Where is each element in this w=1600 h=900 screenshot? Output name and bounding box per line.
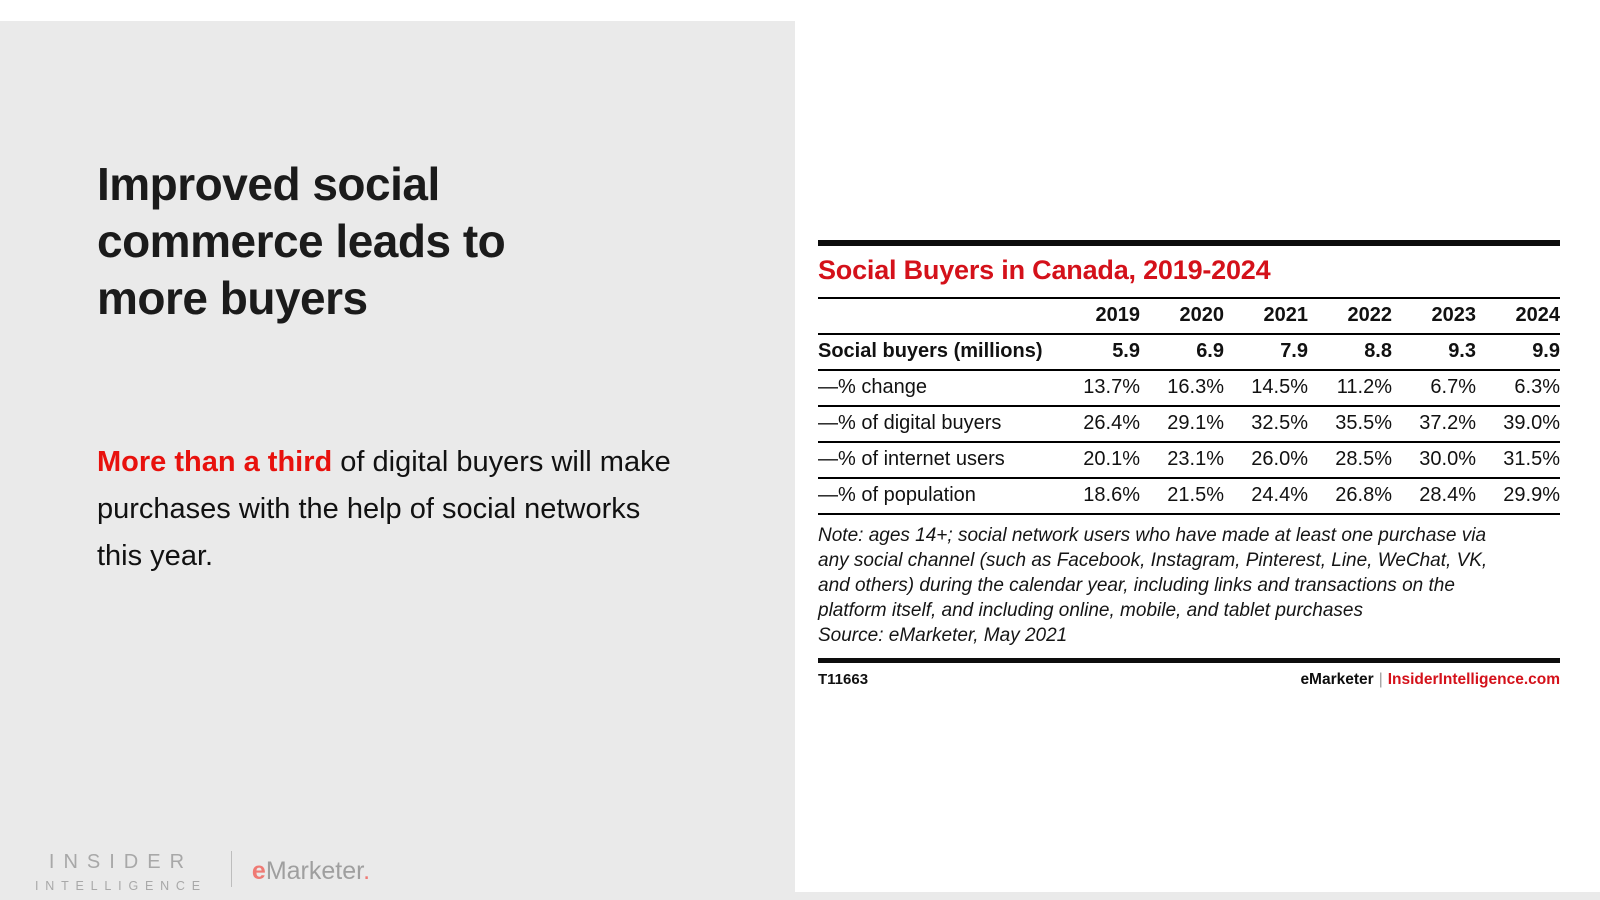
table-cell: 6.7%: [1430, 376, 1476, 398]
chart-note-line: and others) during the calendar year, in…: [818, 575, 1455, 596]
chart-top-rule: [818, 240, 1560, 246]
table-cell: 32.5%: [1251, 412, 1308, 434]
table-cell: 31.5%: [1503, 448, 1560, 470]
row-label: —% change: [818, 376, 927, 398]
table-cell: 14.5%: [1251, 376, 1308, 398]
table-cell: 35.5%: [1335, 412, 1392, 434]
table-cell: 29.1%: [1167, 412, 1224, 434]
table-cell: 8.8: [1364, 340, 1392, 362]
table-cell: 5.9: [1112, 340, 1140, 362]
emarketer-logo-dot: .: [363, 857, 371, 885]
footer-insiderintelligence-link[interactable]: InsiderIntelligence.com: [1387, 671, 1560, 688]
chart-footer-brands: eMarketer | InsiderIntelligence.com: [1300, 671, 1560, 689]
brand-logos: INSIDER INTELLIGENCE eMarketer.: [35, 851, 370, 893]
table-header-year: 2022: [1347, 304, 1393, 326]
table-cell: 28.5%: [1335, 448, 1392, 470]
table-cell: 39.0%: [1503, 412, 1560, 434]
table-cell: 20.1%: [1083, 448, 1140, 470]
table-row: —% change 13.7% 16.3% 14.5% 11.2% 6.7% 6.3%: [818, 370, 1560, 406]
chart-note-line: Source: eMarketer, May 2021: [818, 625, 1068, 646]
insider-intelligence-logo: INSIDER INTELLIGENCE: [35, 851, 207, 893]
table-cell: 28.4%: [1419, 484, 1476, 506]
row-label: —% of population: [818, 484, 976, 506]
table-cell: 11.2%: [1336, 376, 1392, 398]
bottom-gray-strip: [0, 892, 1600, 900]
table-header-row: 2019 2020 2021 2022 2023 2024: [818, 299, 1560, 334]
chart-footer: T11663 eMarketer | InsiderIntelligence.com: [818, 663, 1560, 689]
insider-logo-line2: INTELLIGENCE: [35, 879, 207, 893]
table-cell: 30.0%: [1419, 448, 1476, 470]
table-cell: 26.4%: [1083, 412, 1140, 434]
table-header-year: 2021: [1263, 304, 1309, 326]
table-header-blank: [818, 299, 1056, 334]
slide-left-panel: Improved social commerce leads to more b…: [0, 21, 795, 900]
table-row: —% of population 18.6% 21.5% 24.4% 26.8% 28.4…: [818, 478, 1560, 514]
row-label: —% of internet users: [818, 448, 1005, 470]
table-cell: 26.0%: [1251, 448, 1308, 470]
chart-note-line: Note: ages 14+; social network users who…: [818, 525, 1487, 546]
logo-divider: [230, 851, 232, 887]
row-label: Social buyers (millions): [818, 340, 1043, 362]
chart-card: Social Buyers in Canada, 2019-2024 2019 2…: [818, 240, 1560, 689]
chart-note: Note: ages 14+; social network users who…: [818, 515, 1560, 658]
table-row: —% of internet users 20.1% 23.1% 26.0% 28.5%…: [818, 442, 1560, 478]
table-cell: 9.9: [1532, 340, 1560, 362]
table-cell: 9.3: [1448, 340, 1476, 362]
table-body: Social buyers (millions) 5.9 6.9 7.9 8.8 9.3 9…: [818, 334, 1560, 514]
footer-separator: |: [1378, 671, 1383, 688]
table-cell: 6.9: [1196, 340, 1224, 362]
chart-note-line: platform itself, and including online, m…: [818, 600, 1363, 621]
row-label: —% of digital buyers: [818, 412, 1002, 434]
table-cell: 18.6%: [1083, 484, 1140, 506]
body-highlight-text: More than a third: [97, 446, 333, 478]
table-cell: 21.5%: [1167, 484, 1224, 506]
footer-emarketer-label: eMarketer: [1300, 671, 1374, 688]
table-row: —% of digital buyers 26.4% 29.1% 32.5% 35.5%…: [818, 406, 1560, 442]
table-header-year: 2023: [1431, 304, 1477, 326]
table-cell: 29.9%: [1503, 484, 1560, 506]
social-buyers-table: 2019 2020 2021 2022 2023 2024 Social buyers (…: [818, 299, 1560, 515]
table-cell: 7.9: [1280, 340, 1308, 362]
headline-line-3: more buyers: [97, 272, 368, 324]
table-cell: 13.7%: [1083, 376, 1140, 398]
table-cell: 23.1%: [1167, 448, 1224, 470]
headline-line-2: commerce leads to: [97, 215, 506, 267]
chart-note-line: any social channel (such as Facebook, In…: [818, 550, 1488, 571]
emarketer-logo-e: e: [251, 857, 266, 885]
table-cell: 16.3%: [1167, 376, 1224, 398]
chart-bottom-rule: [818, 658, 1560, 663]
table-header-year: 2019: [1095, 304, 1141, 326]
emarketer-logo-rest: Marketer: [265, 857, 364, 885]
chart-id-label: T11663: [818, 671, 869, 688]
table-header-year: 2024: [1515, 304, 1561, 326]
table-header-year: 2020: [1179, 304, 1225, 326]
table-cell: 37.2%: [1419, 412, 1476, 434]
table-cell: 26.8%: [1335, 484, 1392, 506]
table-row: Social buyers (millions) 5.9 6.9 7.9 8.8 9.3 9…: [818, 334, 1560, 370]
headline-line-1: Improved social: [97, 158, 440, 210]
emarketer-logo: eMarketer.: [252, 857, 370, 886]
slide-body-text: More than a third of digital buyers will…: [97, 439, 687, 580]
body-rest-text: of digital buyers will make purchases wi…: [97, 446, 671, 572]
chart-title: Social Buyers in Canada, 2019-2024: [818, 246, 1560, 299]
table-cell: 24.4%: [1251, 484, 1308, 506]
slide-headline: Improved social commerce leads to more b…: [97, 156, 657, 327]
table-cell: 6.3%: [1514, 376, 1560, 398]
insider-logo-line1: INSIDER: [48, 851, 194, 873]
